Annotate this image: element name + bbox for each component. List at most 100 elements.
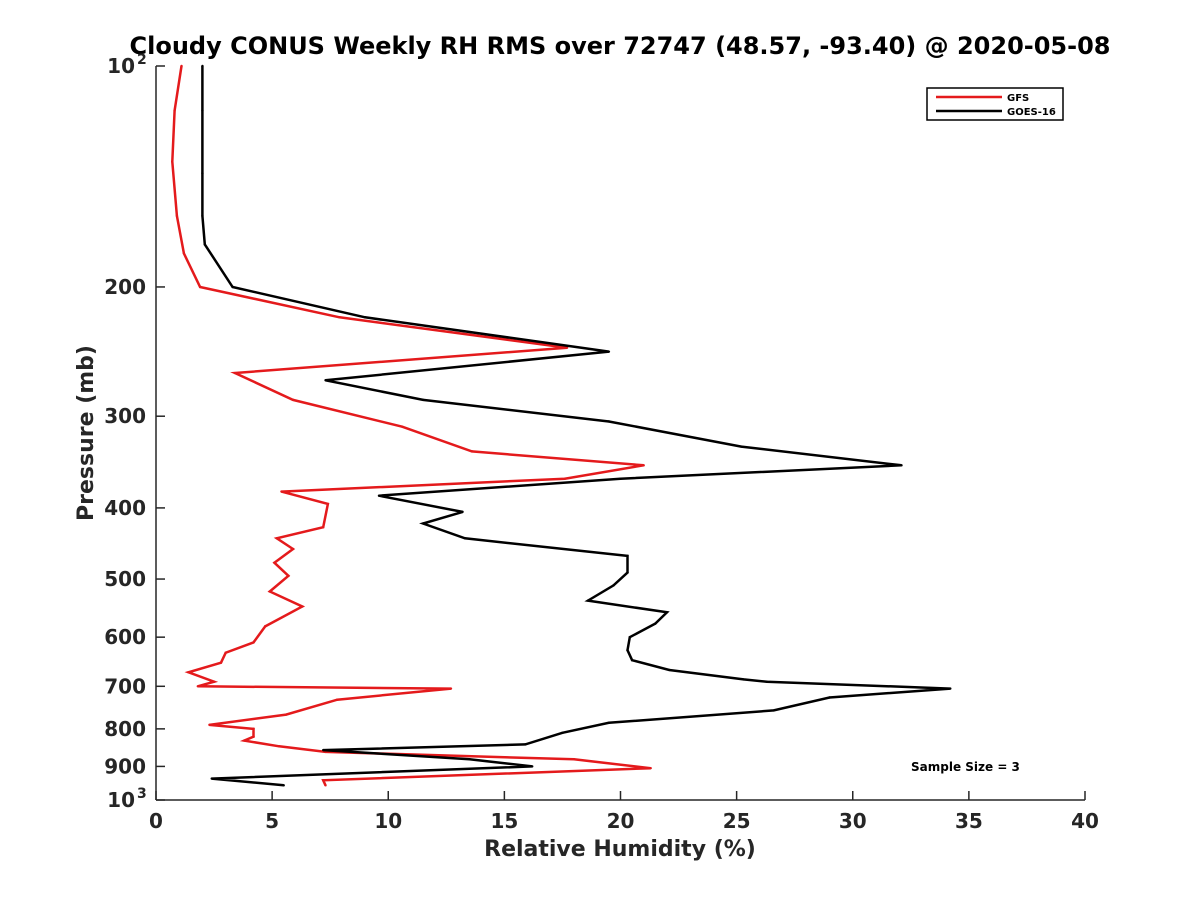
series-layer xyxy=(171,64,952,787)
x-tick-label: 0 xyxy=(149,809,163,833)
sample-size-annotation: Sample Size = 3 xyxy=(911,760,1020,774)
data-point-goes16 xyxy=(607,420,611,423)
data-point-goes16 xyxy=(201,172,204,175)
data-point-gfs xyxy=(224,651,227,654)
y-tick-label: 400 xyxy=(104,496,146,520)
data-point-goes16 xyxy=(461,510,464,514)
data-point-gfs xyxy=(171,160,174,163)
data-point-gfs xyxy=(470,450,474,453)
y-tick-label: 10 xyxy=(107,54,135,78)
data-point-gfs xyxy=(212,680,216,683)
data-point-goes16 xyxy=(363,316,367,319)
data-point-goes16 xyxy=(531,765,534,768)
data-point-goes16 xyxy=(612,584,615,587)
y-tick-label: 600 xyxy=(104,625,146,649)
data-point-goes16 xyxy=(421,522,425,525)
y-tick-label: 800 xyxy=(104,717,146,741)
data-point-gfs xyxy=(243,739,246,742)
data-point-goes16 xyxy=(586,599,590,602)
data-point-goes16 xyxy=(628,635,631,639)
data-point-goes16 xyxy=(561,731,564,735)
data-point-gfs xyxy=(263,625,267,628)
data-point-gfs xyxy=(280,490,283,493)
data-point-goes16 xyxy=(282,784,285,787)
data-point-goes16 xyxy=(654,622,657,625)
legend: GFS GOES-16 xyxy=(926,87,1064,121)
data-point-gfs xyxy=(291,547,295,551)
x-axis-label: Relative Humidity (%) xyxy=(484,837,756,862)
data-point-gfs xyxy=(563,477,566,480)
data-point-goes16 xyxy=(324,379,327,382)
y-tick-exponent: 3 xyxy=(137,786,147,802)
data-point-gfs xyxy=(277,745,281,748)
data-point-gfs xyxy=(208,723,211,727)
data-point-gfs xyxy=(252,641,255,644)
data-point-goes16 xyxy=(231,285,234,289)
data-point-gfs xyxy=(572,758,576,761)
data-point-gfs xyxy=(173,109,176,112)
data-point-goes16 xyxy=(626,648,629,652)
data-point-gfs xyxy=(649,766,652,770)
legend-label-gfs: GFS xyxy=(1007,93,1029,104)
data-point-gfs xyxy=(565,346,569,349)
y-tick-label: 500 xyxy=(104,567,146,591)
x-axis-ticks: 0 5 10 15 20 25 30 35 40 xyxy=(149,791,1099,833)
data-point-goes16 xyxy=(524,743,527,746)
x-tick-label: 30 xyxy=(839,809,867,833)
data-point-goes16 xyxy=(626,554,629,558)
data-point-goes16 xyxy=(201,64,204,68)
data-point-gfs xyxy=(273,561,276,564)
data-point-gfs xyxy=(322,526,325,529)
legend-label-goes16: GOES-16 xyxy=(1007,107,1056,118)
data-point-gfs xyxy=(219,661,223,664)
data-point-gfs xyxy=(284,713,288,716)
x-tick-label: 10 xyxy=(374,809,402,833)
data-point-gfs xyxy=(324,784,327,787)
data-point-goes16 xyxy=(630,659,634,662)
data-point-goes16 xyxy=(377,494,381,497)
data-point-goes16 xyxy=(668,668,671,672)
data-point-gfs xyxy=(301,605,304,608)
data-point-gfs xyxy=(233,371,237,375)
x-tick-label: 25 xyxy=(723,809,751,833)
x-tick-label: 15 xyxy=(490,809,518,833)
x-tick-label: 20 xyxy=(607,809,635,833)
data-point-goes16 xyxy=(607,350,611,353)
x-tick-label: 40 xyxy=(1071,809,1099,833)
data-point-gfs xyxy=(196,685,200,688)
data-point-gfs xyxy=(400,425,404,428)
data-point-gfs xyxy=(287,574,290,578)
data-point-goes16 xyxy=(619,477,622,480)
data-point-gfs xyxy=(175,214,179,218)
data-point-goes16 xyxy=(607,721,611,725)
data-point-goes16 xyxy=(740,445,743,448)
data-point-gfs xyxy=(326,502,330,506)
data-point-gfs xyxy=(187,671,190,674)
data-point-goes16 xyxy=(421,398,425,402)
data-point-gfs xyxy=(252,735,255,738)
data-point-gfs xyxy=(338,316,341,319)
data-point-goes16 xyxy=(742,678,745,681)
y-tick-label: 300 xyxy=(104,404,146,428)
data-point-gfs xyxy=(642,464,645,467)
data-point-goes16 xyxy=(949,687,952,690)
data-point-goes16 xyxy=(626,571,629,574)
x-tick-label: 5 xyxy=(265,809,279,833)
y-axis-label: Pressure (mb) xyxy=(74,345,99,521)
data-point-gfs xyxy=(275,537,278,540)
data-point-goes16 xyxy=(665,611,669,614)
data-point-gfs xyxy=(182,252,186,255)
data-point-gfs xyxy=(322,779,325,782)
data-point-gfs xyxy=(335,698,339,701)
data-point-goes16 xyxy=(772,709,775,712)
data-point-gfs xyxy=(198,285,202,289)
data-point-goes16 xyxy=(468,758,471,761)
data-point-goes16 xyxy=(203,243,206,246)
data-point-gfs xyxy=(449,687,453,690)
legend-box xyxy=(926,87,1064,121)
data-point-goes16 xyxy=(828,696,831,699)
data-point-goes16 xyxy=(201,109,204,112)
